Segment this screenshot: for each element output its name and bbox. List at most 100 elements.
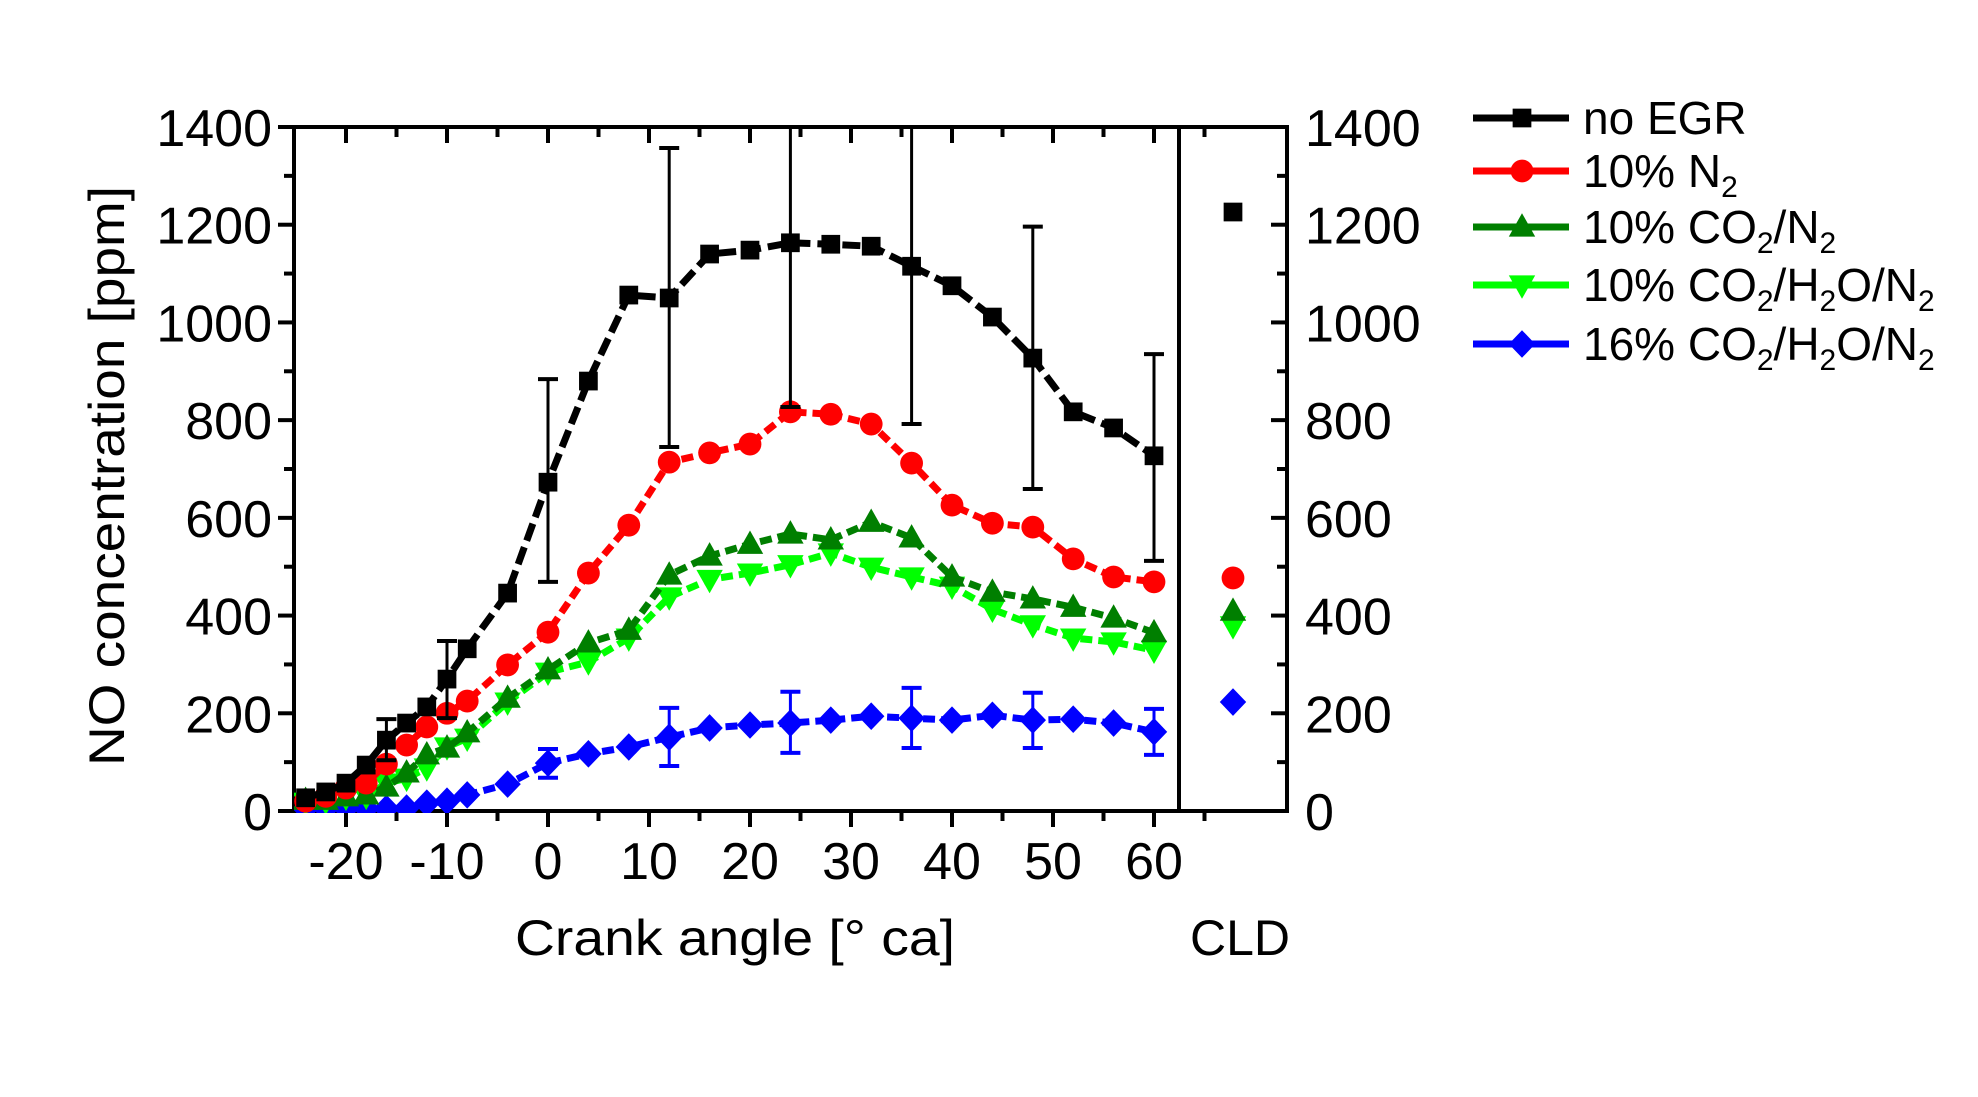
data-point (738, 432, 762, 456)
data-point (615, 733, 642, 761)
y-tick-label-left: 400 (185, 589, 272, 647)
data-point (454, 719, 481, 743)
cld-point (1219, 597, 1247, 621)
data-point (373, 794, 400, 813)
data-point (577, 561, 600, 585)
data-point (1023, 348, 1043, 368)
data-point (979, 599, 1006, 624)
data-point (619, 285, 639, 305)
data-point (656, 723, 683, 752)
data-point (656, 561, 683, 585)
data-point (979, 578, 1006, 602)
data-point (898, 704, 925, 732)
data-point (1061, 547, 1085, 571)
data-point (777, 709, 804, 737)
data-point (858, 557, 885, 582)
data-point (1140, 718, 1168, 746)
data-point (534, 656, 562, 680)
y-tick-label-left: 600 (185, 491, 272, 549)
y-tick-label-right: 600 (1305, 491, 1392, 549)
axis-ticks (278, 125, 1287, 827)
data-point (861, 236, 881, 256)
data-point (415, 715, 439, 739)
data-point (536, 620, 560, 644)
data-point (395, 733, 418, 757)
data-point (858, 508, 885, 532)
data-point (938, 706, 966, 734)
y-tick-label-right: 0 (1305, 784, 1334, 842)
data-point (1021, 515, 1045, 539)
data-point (455, 689, 479, 713)
data-point (356, 755, 376, 775)
data-point (902, 256, 921, 276)
data-point (736, 530, 764, 554)
data-point (454, 781, 481, 809)
data-point (696, 714, 723, 742)
data-point (942, 276, 962, 296)
legend-marker-icon (1512, 108, 1532, 128)
data-point (498, 583, 517, 603)
data-point (819, 402, 843, 426)
legend-marker-icon (1508, 275, 1536, 299)
data-point (354, 771, 378, 795)
data-point (940, 493, 964, 517)
y-tick-label-left: 200 (185, 686, 272, 744)
data-point (296, 788, 315, 808)
data-point (1104, 418, 1123, 438)
data-point (900, 451, 923, 475)
data-point (433, 734, 461, 758)
cld-point (1219, 688, 1247, 716)
x-axis-title: Crank angle [° ca] (515, 910, 955, 966)
y-tick-label-left: 1400 (156, 100, 272, 158)
data-point (1019, 585, 1046, 609)
cld-point (1219, 616, 1247, 640)
data-point (397, 713, 416, 733)
y-tick-label-right: 1200 (1305, 198, 1421, 256)
data-point (1102, 565, 1125, 589)
data-point (575, 629, 602, 653)
data-point (777, 520, 804, 544)
data-point (1100, 604, 1127, 628)
cld-point (1223, 202, 1243, 222)
data-point (496, 653, 519, 677)
x-tick-label: 40 (923, 833, 981, 891)
y-tick-label-right: 1400 (1305, 100, 1421, 158)
data-point (979, 701, 1006, 730)
data-point (575, 652, 602, 676)
y-tick-label-right: 200 (1305, 686, 1392, 744)
data-point (898, 567, 925, 591)
legend-label: 10% CO2/H2O/N2 (1583, 259, 1935, 318)
data-point (413, 789, 440, 813)
cld-panel-points (1219, 202, 1247, 716)
y-tick-label-left: 1000 (156, 295, 272, 353)
data-point (898, 524, 925, 548)
data-point (858, 702, 885, 731)
data-point (1140, 618, 1168, 643)
data-point (617, 513, 641, 537)
data-point (316, 782, 336, 802)
x-tick-label: 10 (620, 833, 678, 891)
data-point (417, 697, 437, 717)
data-point (781, 233, 800, 253)
data-point (538, 472, 558, 492)
data-point (938, 563, 966, 587)
data-point (696, 542, 723, 566)
data-point (457, 639, 477, 659)
series-triangle-down (294, 543, 1168, 813)
x-tick-label: -10 (409, 833, 484, 891)
x-tick-label: 60 (1125, 833, 1183, 891)
data-point (817, 706, 844, 734)
y-tick-label-right: 800 (1305, 393, 1392, 451)
data-point (736, 563, 764, 587)
series-triangle-up (294, 508, 1168, 810)
data-point (657, 450, 681, 474)
data-point (1100, 709, 1127, 737)
legend-item: 10% CO2/H2O/N2 (1473, 259, 1935, 318)
data-point (373, 773, 400, 797)
x-tick-label: 30 (822, 833, 880, 891)
data-point (336, 773, 356, 793)
legend-item: 10% CO2/N2 (1473, 201, 1836, 260)
data-point (1060, 593, 1087, 617)
data-point (534, 749, 562, 777)
